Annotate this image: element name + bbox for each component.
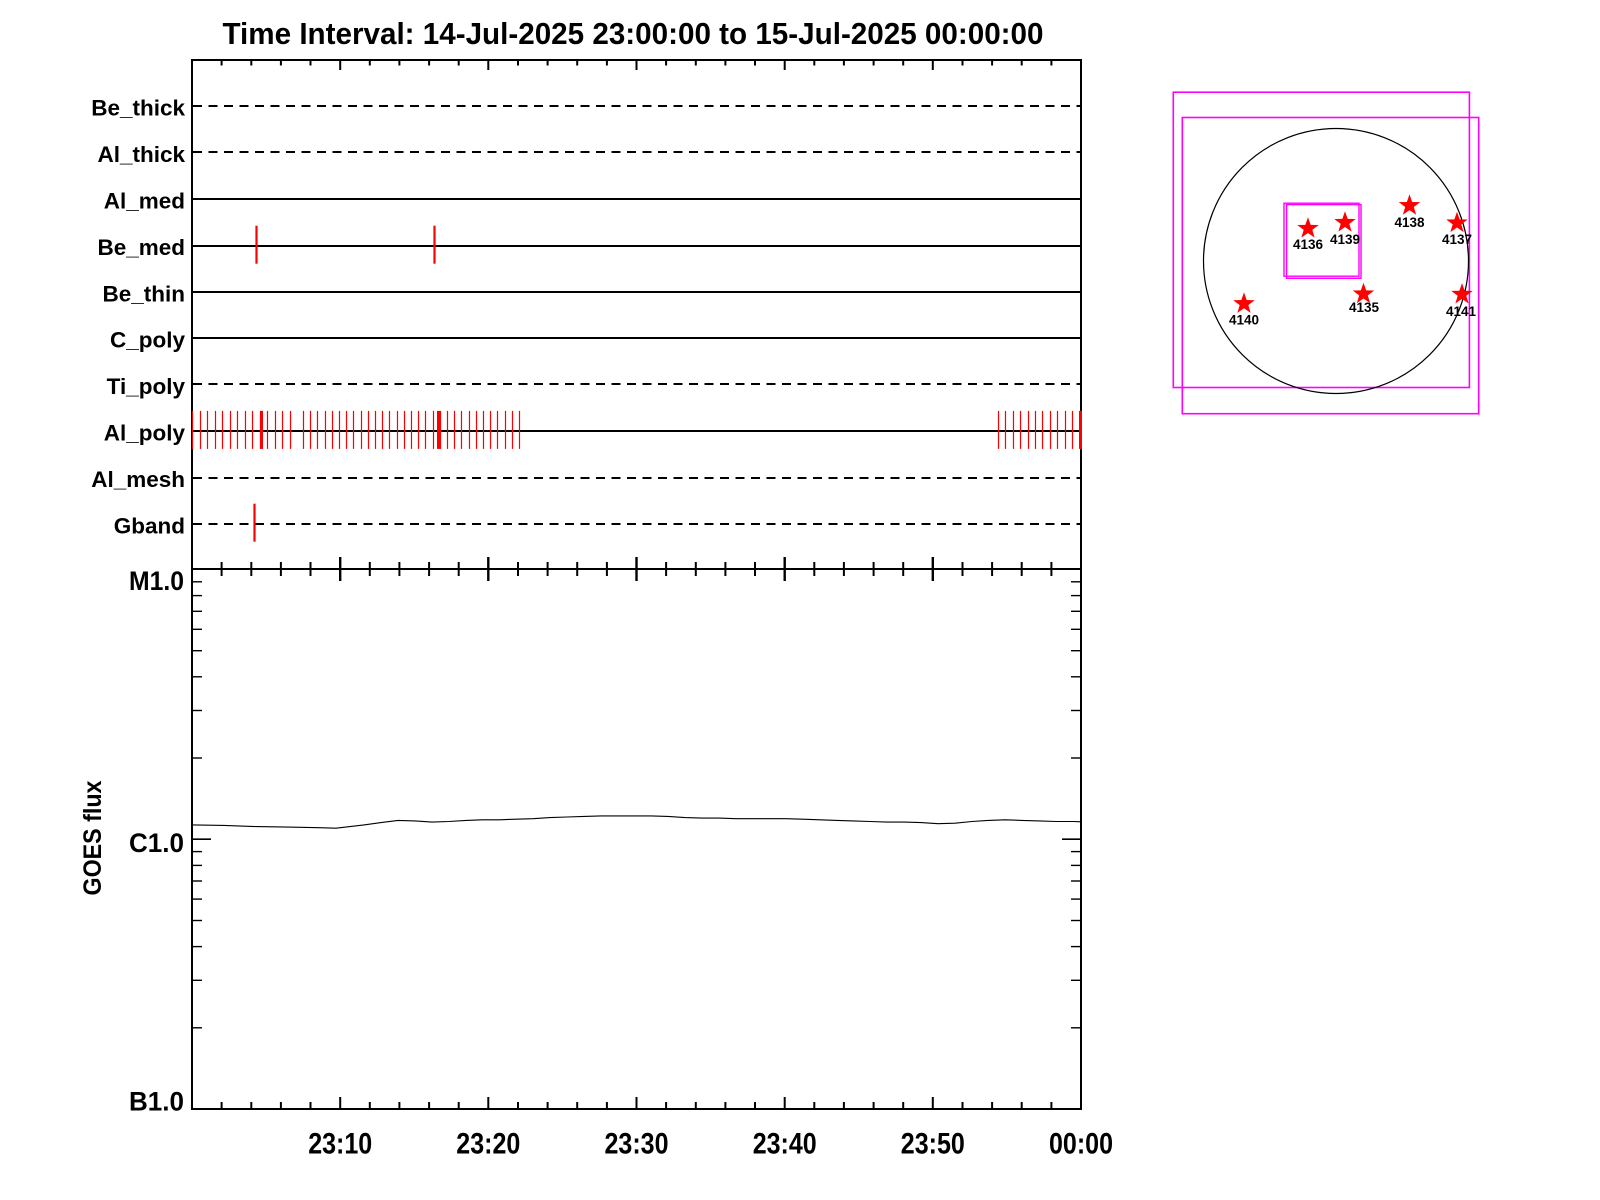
svg-text:4137: 4137 (1442, 232, 1472, 247)
svg-text:M1.0: M1.0 (129, 566, 184, 596)
svg-text:Al_poly: Al_poly (104, 421, 186, 446)
svg-text:4138: 4138 (1394, 215, 1425, 230)
svg-text:4135: 4135 (1349, 300, 1380, 315)
svg-text:00:00: 00:00 (1049, 1127, 1113, 1160)
svg-text:Be_med: Be_med (97, 235, 185, 260)
svg-text:23:30: 23:30 (605, 1127, 669, 1160)
svg-text:4139: 4139 (1330, 232, 1360, 247)
svg-text:4141: 4141 (1446, 304, 1477, 319)
svg-text:Al_thick: Al_thick (97, 142, 185, 167)
svg-text:Be_thin: Be_thin (102, 282, 185, 307)
svg-text:4136: 4136 (1293, 237, 1324, 252)
svg-text:C1.0: C1.0 (129, 828, 184, 858)
svg-text:Ti_poly: Ti_poly (107, 374, 186, 399)
svg-text:23:40: 23:40 (753, 1127, 817, 1160)
svg-text:Al_med: Al_med (104, 189, 185, 214)
svg-text:Be_thick: Be_thick (91, 96, 185, 121)
svg-text:23:20: 23:20 (456, 1127, 520, 1160)
svg-text:B1.0: B1.0 (129, 1087, 184, 1117)
svg-text:4140: 4140 (1229, 313, 1259, 328)
svg-text:Al_mesh: Al_mesh (91, 467, 185, 492)
svg-text:23:50: 23:50 (901, 1127, 965, 1160)
svg-text:Gband: Gband (114, 514, 185, 539)
svg-text:C_poly: C_poly (110, 328, 186, 353)
svg-text:Time Interval: 14-Jul-2025 23:: Time Interval: 14-Jul-2025 23:00:00 to 1… (223, 16, 1044, 51)
svg-text:GOES flux: GOES flux (79, 780, 107, 895)
svg-text:23:10: 23:10 (308, 1127, 372, 1160)
